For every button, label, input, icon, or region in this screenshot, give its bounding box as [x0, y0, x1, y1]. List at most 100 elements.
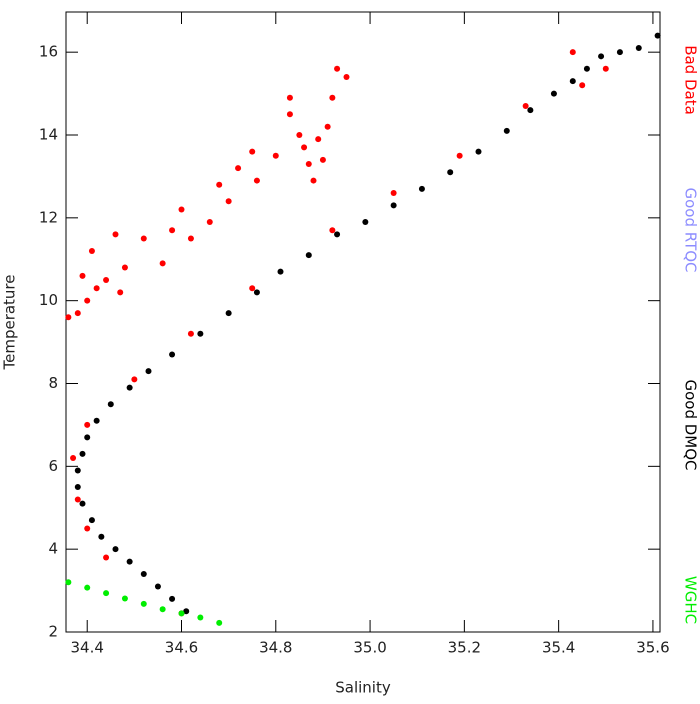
point — [569, 49, 576, 56]
point — [319, 156, 326, 163]
point — [197, 330, 204, 337]
point — [197, 614, 204, 621]
legend-label: Good DMQC — [682, 379, 700, 470]
point — [84, 525, 91, 532]
point — [159, 260, 166, 267]
point — [579, 82, 586, 89]
point — [253, 177, 260, 184]
point — [635, 45, 642, 52]
point — [65, 314, 72, 321]
point — [583, 65, 590, 72]
point — [121, 595, 128, 602]
point — [216, 181, 223, 188]
x-tick-label: 35.0 — [353, 639, 386, 657]
point — [79, 450, 86, 457]
point — [286, 94, 293, 101]
point — [301, 144, 308, 151]
point — [569, 78, 576, 85]
y-tick-label: 2 — [48, 623, 58, 641]
point — [216, 619, 223, 626]
point — [329, 227, 336, 234]
legend-label: Bad Data — [682, 45, 700, 115]
point — [390, 189, 397, 196]
x-tick-label: 34.6 — [165, 639, 198, 657]
point — [169, 595, 176, 602]
point — [418, 185, 425, 192]
point — [169, 227, 176, 234]
point — [65, 579, 72, 586]
point — [140, 571, 147, 578]
point — [178, 206, 185, 213]
point — [169, 351, 176, 358]
point — [126, 384, 133, 391]
point — [249, 148, 256, 155]
point — [343, 74, 350, 81]
point — [390, 202, 397, 209]
point — [277, 268, 284, 275]
point — [598, 53, 605, 60]
point — [112, 546, 119, 553]
point — [362, 218, 369, 225]
point — [616, 49, 623, 56]
point — [503, 127, 510, 134]
point — [235, 165, 242, 172]
point — [154, 583, 161, 590]
point — [249, 285, 256, 292]
point — [145, 368, 152, 375]
point — [93, 417, 100, 424]
point — [296, 132, 303, 139]
y-tick-label: 12 — [39, 208, 58, 226]
point — [602, 65, 609, 72]
x-tick-label: 35.4 — [542, 639, 575, 657]
point — [74, 484, 81, 491]
point — [305, 160, 312, 167]
point — [131, 376, 138, 383]
point — [286, 111, 293, 118]
legend-label: WGHC — [682, 576, 700, 624]
point — [98, 533, 105, 540]
y-tick-label: 16 — [39, 43, 58, 61]
point — [112, 231, 119, 238]
point — [74, 310, 81, 317]
y-tick-label: 14 — [39, 126, 58, 144]
point — [93, 285, 100, 292]
y-axis-label: Temperature — [1, 274, 19, 370]
point — [187, 235, 194, 242]
point — [310, 177, 317, 184]
point — [70, 455, 77, 462]
point — [140, 600, 147, 607]
point — [225, 198, 232, 205]
x-tick-label: 34.8 — [259, 639, 292, 657]
point — [74, 467, 81, 474]
point — [103, 276, 110, 283]
point — [187, 330, 194, 337]
point — [84, 434, 91, 441]
point — [475, 148, 482, 155]
legend-label: Good RTQC — [682, 187, 700, 272]
x-tick-label: 35.2 — [448, 639, 481, 657]
point — [183, 608, 190, 615]
point — [126, 558, 133, 565]
x-axis-label: Salinity — [335, 679, 391, 697]
y-tick-label: 4 — [48, 540, 58, 558]
point — [121, 264, 128, 271]
point — [84, 421, 91, 428]
x-tick-label: 35.6 — [636, 639, 669, 657]
point — [253, 289, 260, 296]
point — [324, 123, 331, 130]
point — [178, 610, 185, 617]
point — [334, 231, 341, 238]
point — [334, 65, 341, 72]
plot-frame — [65, 11, 661, 633]
point — [456, 152, 463, 159]
point — [522, 103, 529, 110]
point — [107, 401, 114, 408]
point — [79, 500, 86, 507]
y-tick-label: 10 — [39, 291, 58, 309]
point — [117, 289, 124, 296]
point — [272, 152, 279, 159]
point — [225, 310, 232, 317]
point — [329, 94, 336, 101]
point — [74, 496, 81, 503]
